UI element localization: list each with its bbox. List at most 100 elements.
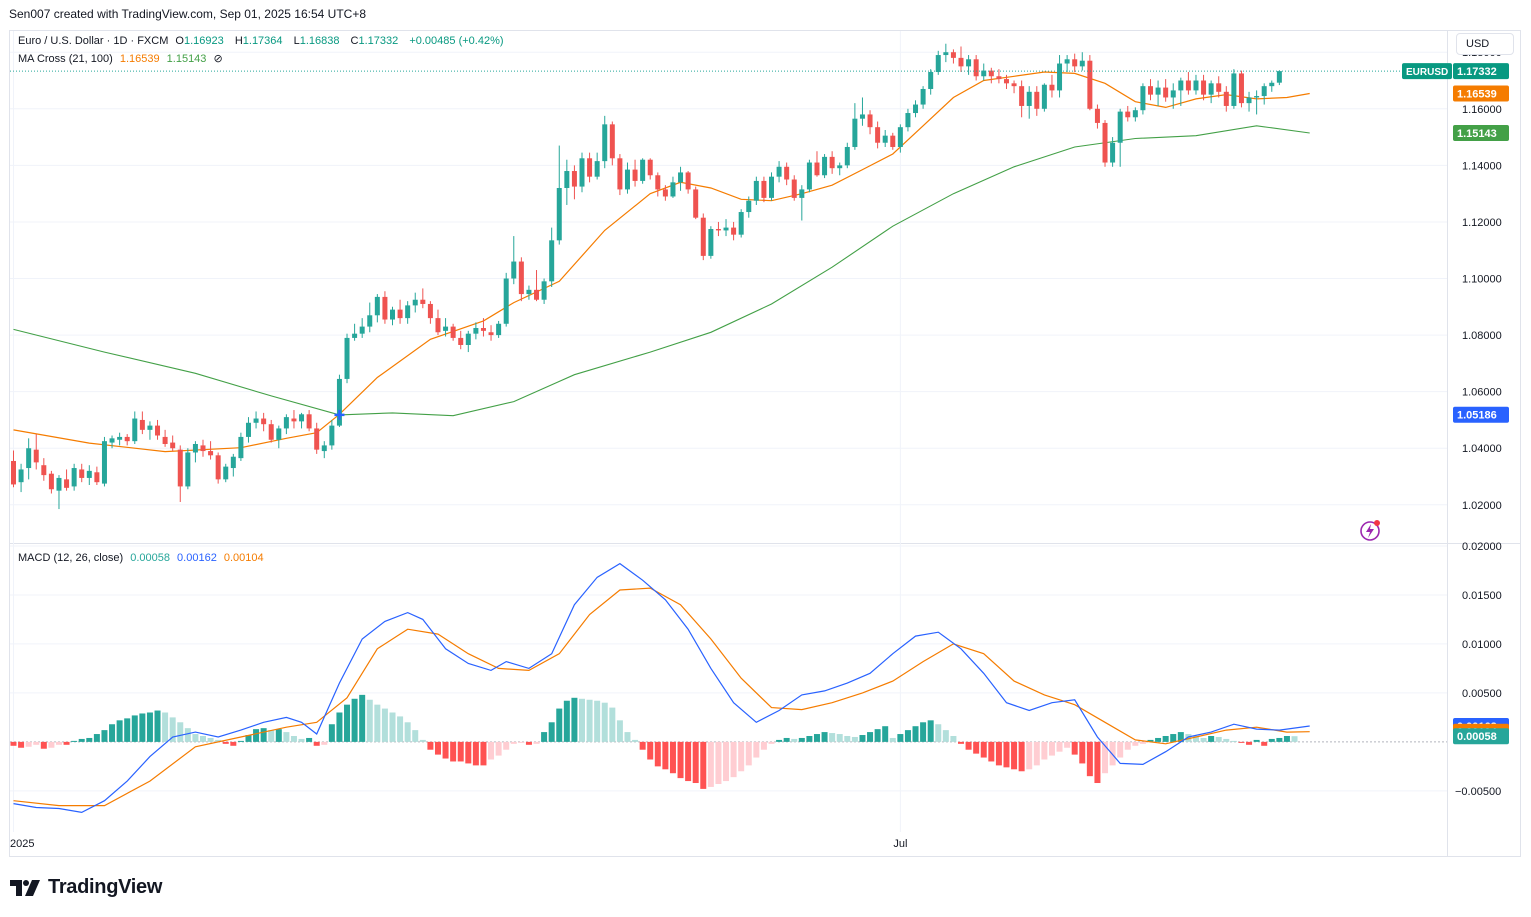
candle-body[interactable] [541,281,547,300]
candle-body[interactable] [958,57,964,67]
candle-body[interactable] [473,328,479,334]
candle-body[interactable] [1057,63,1063,91]
currency-button[interactable]: USD [1456,33,1514,55]
candle-body[interactable] [170,442,176,449]
candle-body[interactable] [192,443,198,453]
candle-body[interactable] [844,146,850,166]
candle-body[interactable] [746,200,752,213]
lightning-icon[interactable] [1366,524,1374,538]
candle-body[interactable] [1155,87,1161,95]
candle-body[interactable] [920,88,926,105]
candle-body[interactable] [1185,80,1191,91]
candle-body[interactable] [928,72,934,89]
candle-body[interactable] [769,176,774,198]
candle-body[interactable] [1011,83,1017,87]
candle-body[interactable] [776,166,782,177]
candle-body[interactable] [526,289,532,295]
candle-body[interactable] [405,305,411,319]
candle-body[interactable] [511,261,517,279]
candle-body[interactable] [390,309,395,320]
candle-body[interactable] [905,113,911,128]
candle-body[interactable] [640,159,646,181]
candle-body[interactable] [822,156,828,176]
candle-body[interactable] [132,418,138,442]
candle-body[interactable] [1003,79,1009,84]
candle-body[interactable] [814,162,820,176]
candle-body[interactable] [943,52,949,56]
candle-body[interactable] [988,70,994,77]
candle-body[interactable] [594,161,600,177]
candle-body[interactable] [101,441,107,484]
candle-body[interactable] [1049,84,1055,91]
candle-body[interactable] [1201,80,1207,95]
candle-body[interactable] [852,118,858,147]
alert-icon-ring[interactable] [1360,521,1380,541]
ma-cross-title[interactable]: MA Cross (21, 100) [18,53,113,65]
candle-body[interactable] [829,156,835,169]
candle-body[interactable] [1087,60,1093,109]
candle-body[interactable] [261,418,267,425]
candle-body[interactable] [1269,82,1275,87]
candle-body[interactable] [344,337,350,379]
candle-body[interactable] [427,303,433,319]
candle-body[interactable] [147,425,153,430]
candle-body[interactable] [1034,91,1040,109]
candle-body[interactable] [685,172,691,190]
candle-body[interactable] [291,418,297,422]
candle-body[interactable] [1223,91,1229,106]
candle-body[interactable] [624,169,630,190]
candle-body[interactable] [253,418,259,423]
macd-title[interactable]: MACD (12, 26, close) [18,552,124,564]
pane-separator[interactable] [9,543,1521,544]
candle-body[interactable] [670,182,676,197]
candle-body[interactable] [882,135,888,143]
candle-body[interactable] [867,114,873,128]
candle-body[interactable] [678,172,684,183]
candle-body[interactable] [890,135,896,147]
candle-body[interactable] [1132,110,1138,118]
candle-body[interactable] [33,449,39,463]
candle-body[interactable] [806,162,812,190]
candle-body[interactable] [966,59,972,67]
candle-body[interactable] [26,448,32,469]
candle-body[interactable] [465,333,471,345]
candle-body[interactable] [799,189,805,198]
candle-body[interactable] [1231,73,1237,106]
candle-body[interactable] [352,333,358,338]
candle-body[interactable] [48,473,54,490]
candle-body[interactable] [1208,83,1214,95]
candle-body[interactable] [791,179,797,198]
candle-body[interactable] [359,326,365,334]
candle-body[interactable] [1193,80,1199,91]
candle-body[interactable] [200,445,206,452]
candle-body[interactable] [1110,142,1116,163]
candle-body[interactable] [693,189,699,218]
candle-body[interactable] [1019,86,1025,106]
candle-body[interactable] [276,428,282,440]
candle-body[interactable] [177,449,183,487]
candle-body[interactable] [655,175,661,190]
candle-body[interactable] [897,127,903,147]
candle-body[interactable] [230,456,236,469]
candle-body[interactable] [950,52,956,58]
candle-body[interactable] [496,323,502,336]
candle-body[interactable] [245,422,251,437]
candle-body[interactable] [11,460,16,485]
candle-body[interactable] [336,378,342,426]
candle-body[interactable] [64,479,70,488]
candle-body[interactable] [41,465,47,476]
candle-body[interactable] [723,227,729,231]
candle-body[interactable] [306,414,312,429]
candle-body[interactable] [579,158,585,187]
candle-body[interactable] [662,189,668,197]
candle-body[interactable] [647,159,653,176]
candle-body[interactable] [981,70,987,77]
candle-body[interactable] [1125,111,1131,118]
candle-body[interactable] [215,455,221,480]
candle-body[interactable] [450,326,456,338]
candle-body[interactable] [518,261,524,295]
candle-body[interactable] [86,470,92,478]
candle-body[interactable] [139,419,145,430]
candle-body[interactable] [117,436,123,440]
candle-body[interactable] [488,332,494,336]
